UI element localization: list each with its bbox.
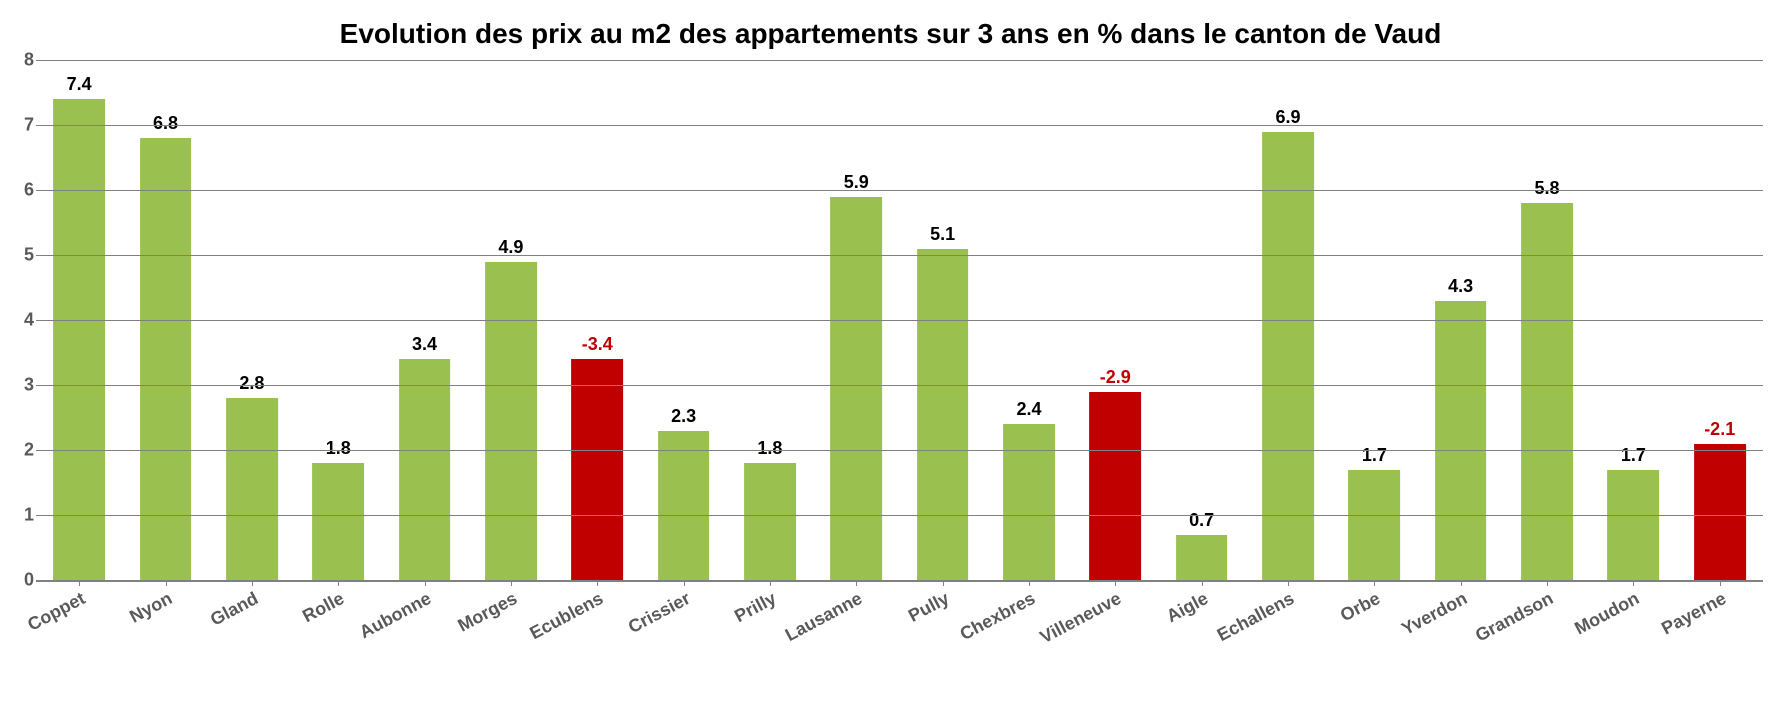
- x-tick: [1547, 580, 1548, 586]
- x-label-slot: Coppet: [36, 580, 122, 660]
- bar-value-label: 3.4: [412, 334, 437, 355]
- bar: [1521, 203, 1573, 580]
- x-label-slot: Gland: [209, 580, 295, 660]
- x-label-slot: Echallens: [1245, 580, 1331, 660]
- x-tick: [1115, 580, 1116, 586]
- bar: [744, 463, 796, 580]
- bar: [1176, 535, 1228, 581]
- x-tick: [1202, 580, 1203, 586]
- bar-value-label: -3.4: [582, 334, 613, 355]
- bar: [917, 249, 969, 581]
- y-axis: 012345678: [0, 60, 34, 580]
- bar: [1262, 132, 1314, 581]
- x-axis-labels: CoppetNyonGlandRolleAubonneMorgesEcublen…: [36, 580, 1763, 660]
- x-category-label: Coppet: [24, 588, 89, 636]
- x-label-slot: Crissier: [640, 580, 726, 660]
- chart-title: Evolution des prix au m2 des appartement…: [0, 0, 1781, 60]
- x-tick: [1720, 580, 1721, 586]
- bar: [1694, 444, 1746, 581]
- bar-value-label: 1.7: [1621, 445, 1646, 466]
- gridline: [36, 515, 1763, 516]
- x-category-label: Prilly: [731, 588, 780, 627]
- bar-value-label: -2.1: [1704, 419, 1735, 440]
- x-tick: [597, 580, 598, 586]
- bar: [1607, 470, 1659, 581]
- bar: [1348, 470, 1400, 581]
- gridline: [36, 255, 1763, 256]
- x-label-slot: Payerne: [1677, 580, 1763, 660]
- chart-area: 012345678 7.46.82.81.83.44.9-3.42.31.85.…: [0, 60, 1781, 670]
- bar: [226, 398, 278, 580]
- x-tick: [252, 580, 253, 586]
- x-tick: [943, 580, 944, 586]
- bar: [571, 359, 623, 580]
- x-tick: [79, 580, 80, 586]
- bar-value-label: 4.3: [1448, 276, 1473, 297]
- bar-value-label: 6.8: [153, 113, 178, 134]
- x-label-slot: Villeneuve: [1072, 580, 1158, 660]
- bar: [1435, 301, 1487, 581]
- gridline: [36, 320, 1763, 321]
- y-tick-label: 8: [6, 50, 34, 71]
- y-tick-label: 3: [6, 375, 34, 396]
- x-tick: [1461, 580, 1462, 586]
- y-tick-label: 0: [6, 570, 34, 591]
- bar: [312, 463, 364, 580]
- bar-value-label: 1.8: [326, 438, 351, 459]
- x-tick: [684, 580, 685, 586]
- x-tick: [1374, 580, 1375, 586]
- bar-value-label: 0.7: [1189, 510, 1214, 531]
- bar: [53, 99, 105, 580]
- x-tick: [770, 580, 771, 586]
- bar: [1089, 392, 1141, 581]
- x-category-label: Orbe: [1337, 588, 1384, 626]
- x-tick: [856, 580, 857, 586]
- bar: [658, 431, 710, 581]
- x-category-label: Aigle: [1163, 588, 1212, 627]
- bar: [399, 359, 451, 580]
- gridline: [36, 385, 1763, 386]
- bar-value-label: 1.8: [757, 438, 782, 459]
- y-tick-label: 7: [6, 115, 34, 136]
- bar-value-label: 2.8: [239, 373, 264, 394]
- bar-value-label: 2.3: [671, 406, 696, 427]
- x-tick: [511, 580, 512, 586]
- bar: [140, 138, 192, 580]
- bar-value-label: 7.4: [67, 74, 92, 95]
- bar: [485, 262, 537, 581]
- gridline: [36, 125, 1763, 126]
- x-label-slot: Nyon: [122, 580, 208, 660]
- bar: [1003, 424, 1055, 580]
- y-tick-label: 6: [6, 180, 34, 201]
- gridline: [36, 60, 1763, 61]
- x-tick: [166, 580, 167, 586]
- gridline: [36, 190, 1763, 191]
- bar-value-label: 5.8: [1535, 178, 1560, 199]
- y-tick-label: 5: [6, 245, 34, 266]
- x-category-label: Nyon: [126, 588, 176, 628]
- bar-value-label: 2.4: [1016, 399, 1041, 420]
- y-tick-label: 1: [6, 505, 34, 526]
- x-tick: [1029, 580, 1030, 586]
- x-category-label: Gland: [207, 588, 262, 630]
- bar-value-label: 1.7: [1362, 445, 1387, 466]
- gridline: [36, 450, 1763, 451]
- bar-value-label: 5.1: [930, 224, 955, 245]
- y-tick-label: 2: [6, 440, 34, 461]
- x-tick: [338, 580, 339, 586]
- x-label-slot: Lausanne: [813, 580, 899, 660]
- y-tick-label: 4: [6, 310, 34, 331]
- x-category-label: Pully: [905, 588, 953, 627]
- x-tick: [1633, 580, 1634, 586]
- x-category-label: Rolle: [299, 588, 348, 627]
- x-tick: [1288, 580, 1289, 586]
- x-tick: [425, 580, 426, 586]
- plot-area: 7.46.82.81.83.44.9-3.42.31.85.95.12.4-2.…: [36, 60, 1763, 582]
